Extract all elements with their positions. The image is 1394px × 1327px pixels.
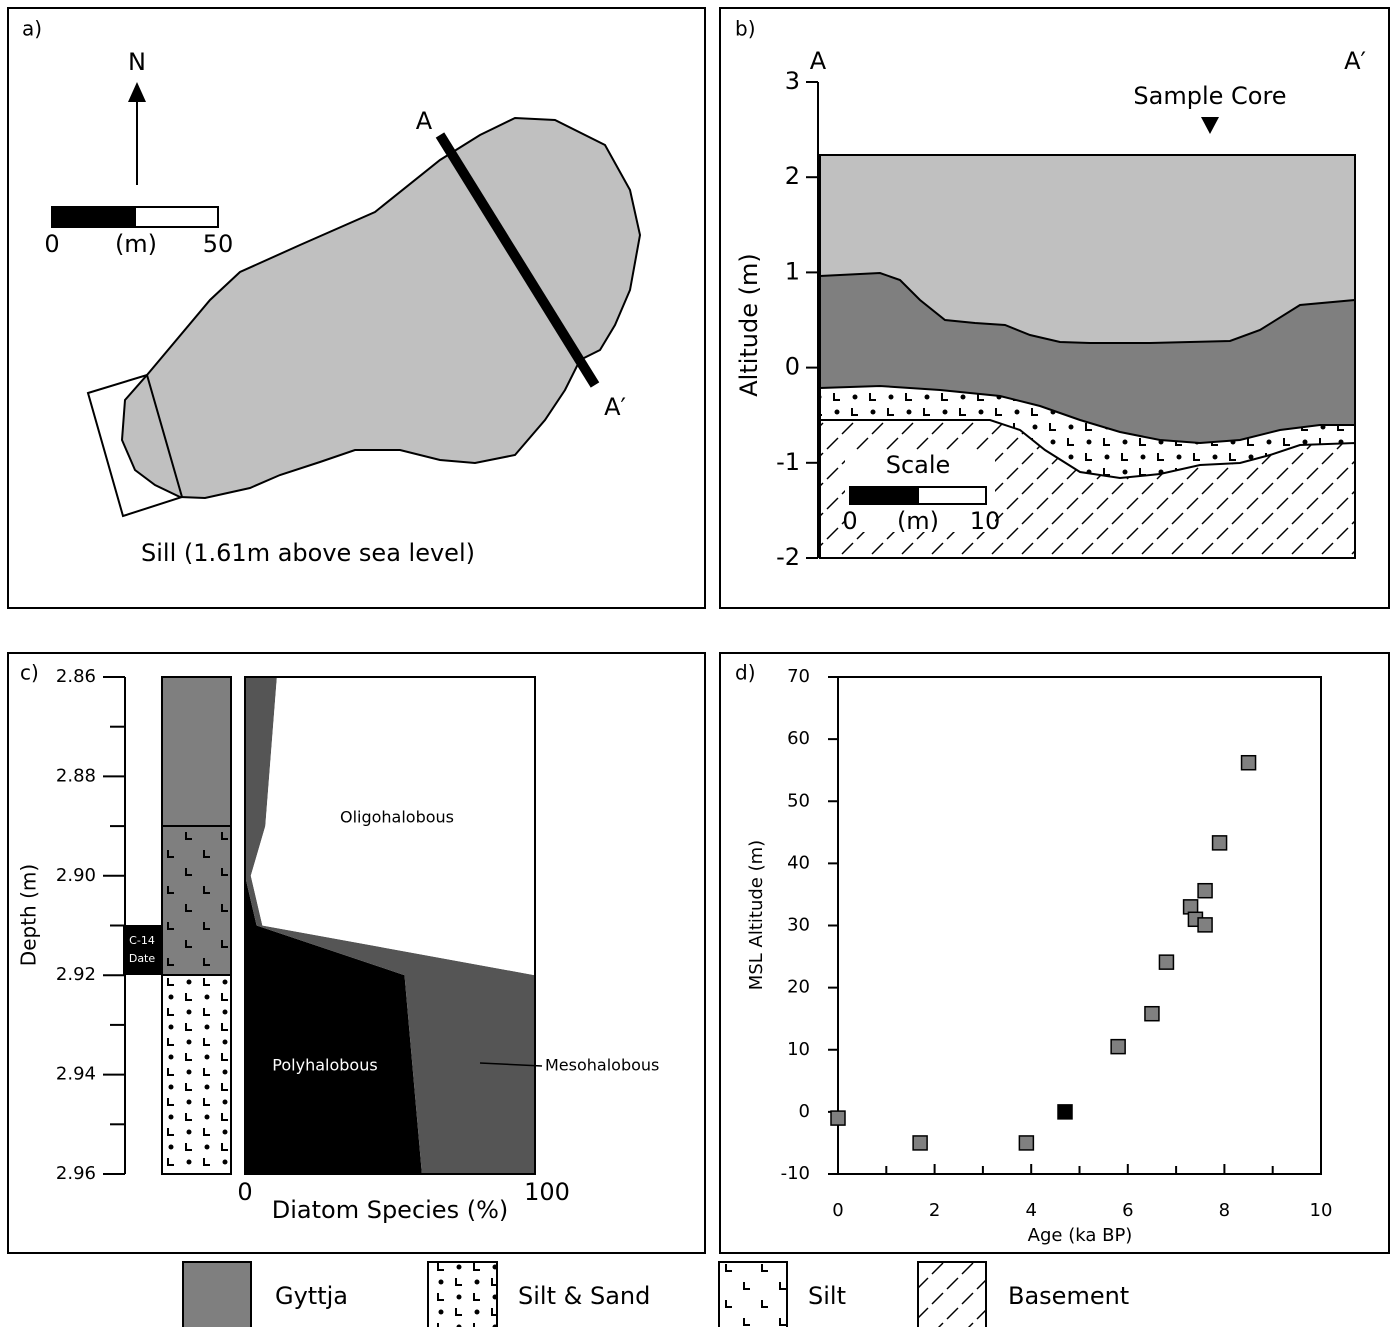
y-tick-label: 70 xyxy=(787,666,810,687)
figure: a) A A′ N 0 (m) 50 Sill (1.61m above sea… xyxy=(0,0,1394,1327)
y-tick-label: 40 xyxy=(787,852,810,873)
point xyxy=(1159,955,1173,969)
panel-frame xyxy=(720,653,1389,1253)
annotation: Sample Core xyxy=(1133,82,1286,110)
silt-sand-pattern xyxy=(162,975,231,1174)
scale-title: Scale xyxy=(886,451,951,479)
x-tick-label: 0 xyxy=(832,1200,843,1221)
scale-label: (m) xyxy=(115,230,157,258)
c14-label: Date xyxy=(129,952,156,965)
legend-label: Silt xyxy=(808,1282,846,1310)
y-tick-label: 3 xyxy=(785,67,800,95)
silty-gyttja-pattern xyxy=(162,826,231,975)
y-tick-label: -2 xyxy=(776,543,800,571)
scale-label: 10 xyxy=(970,507,1001,535)
scale-label: 50 xyxy=(203,230,234,258)
series-label: Mesohalobous xyxy=(545,1056,659,1075)
lake-outline xyxy=(122,118,640,498)
point xyxy=(1213,836,1227,850)
scale-label: 0 xyxy=(842,507,857,535)
point xyxy=(1198,918,1212,932)
point xyxy=(1198,884,1212,898)
gyttja-unit xyxy=(162,677,231,826)
north-arrowhead xyxy=(128,82,146,102)
legend-label: Basement xyxy=(1008,1282,1129,1310)
y-tick-label: 0 xyxy=(799,1101,810,1122)
x-tick-label: 4 xyxy=(1025,1200,1036,1221)
legend-swatch xyxy=(719,1262,787,1327)
plot-frame xyxy=(838,677,1321,1174)
point xyxy=(1019,1136,1033,1150)
y-tick-label: 1 xyxy=(785,257,800,285)
legend-swatch xyxy=(918,1262,986,1327)
area-group xyxy=(245,677,535,1174)
x-tick-label: 6 xyxy=(1122,1200,1133,1221)
legend-swatch xyxy=(428,1262,497,1327)
y-axis-label: Altitude (m) xyxy=(735,253,763,397)
transect-end: A′ xyxy=(604,393,626,421)
x-tick-label: 8 xyxy=(1219,1200,1230,1221)
transect-start: A xyxy=(416,107,433,135)
north-label: N xyxy=(128,48,146,76)
point xyxy=(913,1136,927,1150)
y-tick-label: 20 xyxy=(787,977,810,998)
x-tick-label: 0 xyxy=(237,1178,252,1206)
y-tick-label: 0 xyxy=(785,353,800,381)
caption: Sill (1.61m above sea level) xyxy=(141,539,475,567)
point xyxy=(1058,1105,1072,1119)
section-end: A′ xyxy=(1344,47,1366,75)
legend-label: Silt & Sand xyxy=(518,1282,650,1310)
x-tick-label: 2 xyxy=(929,1200,940,1221)
y-tick-label: 2.88 xyxy=(56,765,96,786)
scale-label: 0 xyxy=(44,230,59,258)
y-tick-label: -1 xyxy=(776,448,800,476)
core-marker xyxy=(1201,117,1219,134)
y-tick-label: 50 xyxy=(787,790,810,811)
y-tick-label: -10 xyxy=(781,1163,810,1184)
point xyxy=(1145,1007,1159,1021)
panel-label: b) xyxy=(735,17,756,41)
x-tick-label: 100 xyxy=(524,1178,570,1206)
point xyxy=(1111,1040,1125,1054)
y-tick-label: 30 xyxy=(787,915,810,936)
legend-swatch xyxy=(183,1262,251,1327)
y-tick-label: 2.94 xyxy=(56,1064,96,1085)
legend-label: Gyttja xyxy=(275,1282,348,1310)
x-axis-label: Age (ka BP) xyxy=(1028,1225,1133,1246)
body: {"panel_a": {"label": "a)", "north": "N"… xyxy=(0,0,1394,1327)
y-tick-label: 2.90 xyxy=(56,865,96,886)
point xyxy=(1242,756,1256,770)
section-end: A xyxy=(810,47,827,75)
page: body { margin: 0; font-family: "DejaVu S… xyxy=(0,0,1394,1327)
x-tick-label: 10 xyxy=(1310,1200,1333,1221)
panel-label: c) xyxy=(20,661,39,685)
y-axis-label: Depth (m) xyxy=(17,864,41,966)
c14-label: C-14 xyxy=(129,934,155,947)
point xyxy=(831,1111,845,1125)
x-axis-label: Diatom Species (%) xyxy=(272,1196,508,1224)
y-tick-label: 60 xyxy=(787,728,810,749)
panel-label: a) xyxy=(22,17,42,41)
scale-label: (m) xyxy=(897,507,939,535)
y-tick-label: 2 xyxy=(785,162,800,190)
scale-bar-fill xyxy=(52,207,136,227)
series-label: Oligohalobous xyxy=(340,808,454,827)
c14-box xyxy=(123,925,162,975)
y-tick-label: 2.92 xyxy=(56,964,96,985)
y-tick-label: 2.96 xyxy=(56,1163,96,1184)
scale-bar-fill xyxy=(850,487,919,504)
panel-label: d) xyxy=(735,661,756,685)
series-label: Polyhalobous xyxy=(272,1056,377,1075)
y-tick-label: 10 xyxy=(787,1039,810,1060)
y-tick-label: 2.86 xyxy=(56,666,96,687)
y-axis-label: MSL Altitude (m) xyxy=(746,840,767,990)
